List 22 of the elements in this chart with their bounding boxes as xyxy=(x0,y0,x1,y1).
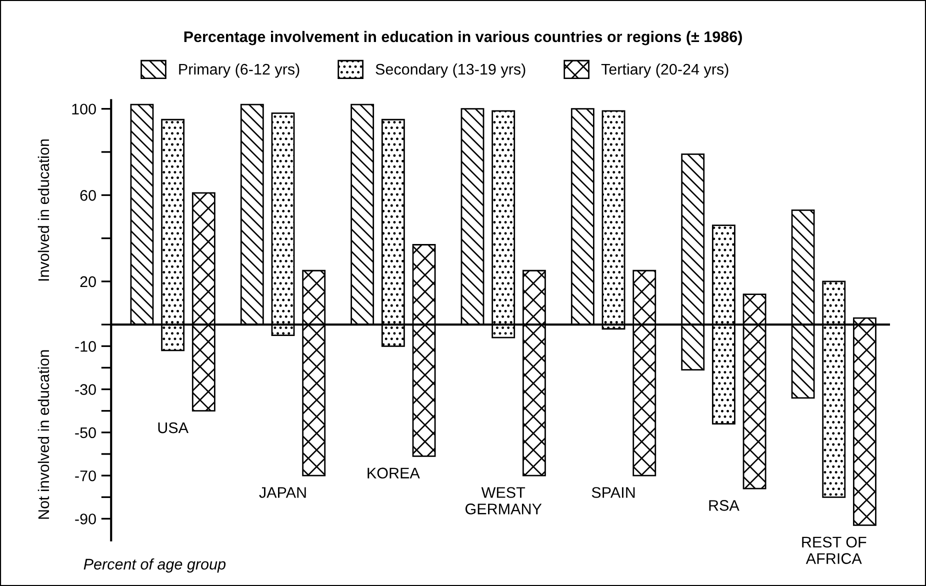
y-tick-label: 60 xyxy=(80,190,96,201)
legend-label: Tertiary (20-24 yrs) xyxy=(601,63,728,78)
x-tick-label: WEST GERMANY xyxy=(465,487,542,514)
y-tick-label: -10 xyxy=(75,341,96,352)
legend-label: Secondary (13-19 yrs) xyxy=(376,63,526,78)
text: Not involved in education xyxy=(38,350,50,519)
y-tick-label: 100 xyxy=(72,104,96,115)
y-tick-label: -90 xyxy=(75,514,96,524)
y-tick-label: -30 xyxy=(75,384,96,395)
x-tick-label: REST OF AFRICA xyxy=(802,536,866,564)
x-tick-label: USA xyxy=(158,422,188,434)
text: Percent of age group xyxy=(84,558,226,573)
y-tick-label: -50 xyxy=(75,427,96,438)
chart-title: Percentage involvement in education in various countries or regions (± 1986) xyxy=(184,30,742,46)
x-tick-label: RSA xyxy=(709,500,740,511)
legend-label: Primary (6-12 yrs) xyxy=(179,63,300,78)
y-tick-label: 20 xyxy=(80,276,96,288)
x-tick-label: KOREA xyxy=(368,468,420,478)
y-tick-label: -70 xyxy=(75,470,96,482)
y-axis-title: Involved in education xyxy=(38,139,50,281)
x-tick-label: SPAIN xyxy=(592,487,635,498)
x-tick-label: JAPAN xyxy=(259,487,306,498)
